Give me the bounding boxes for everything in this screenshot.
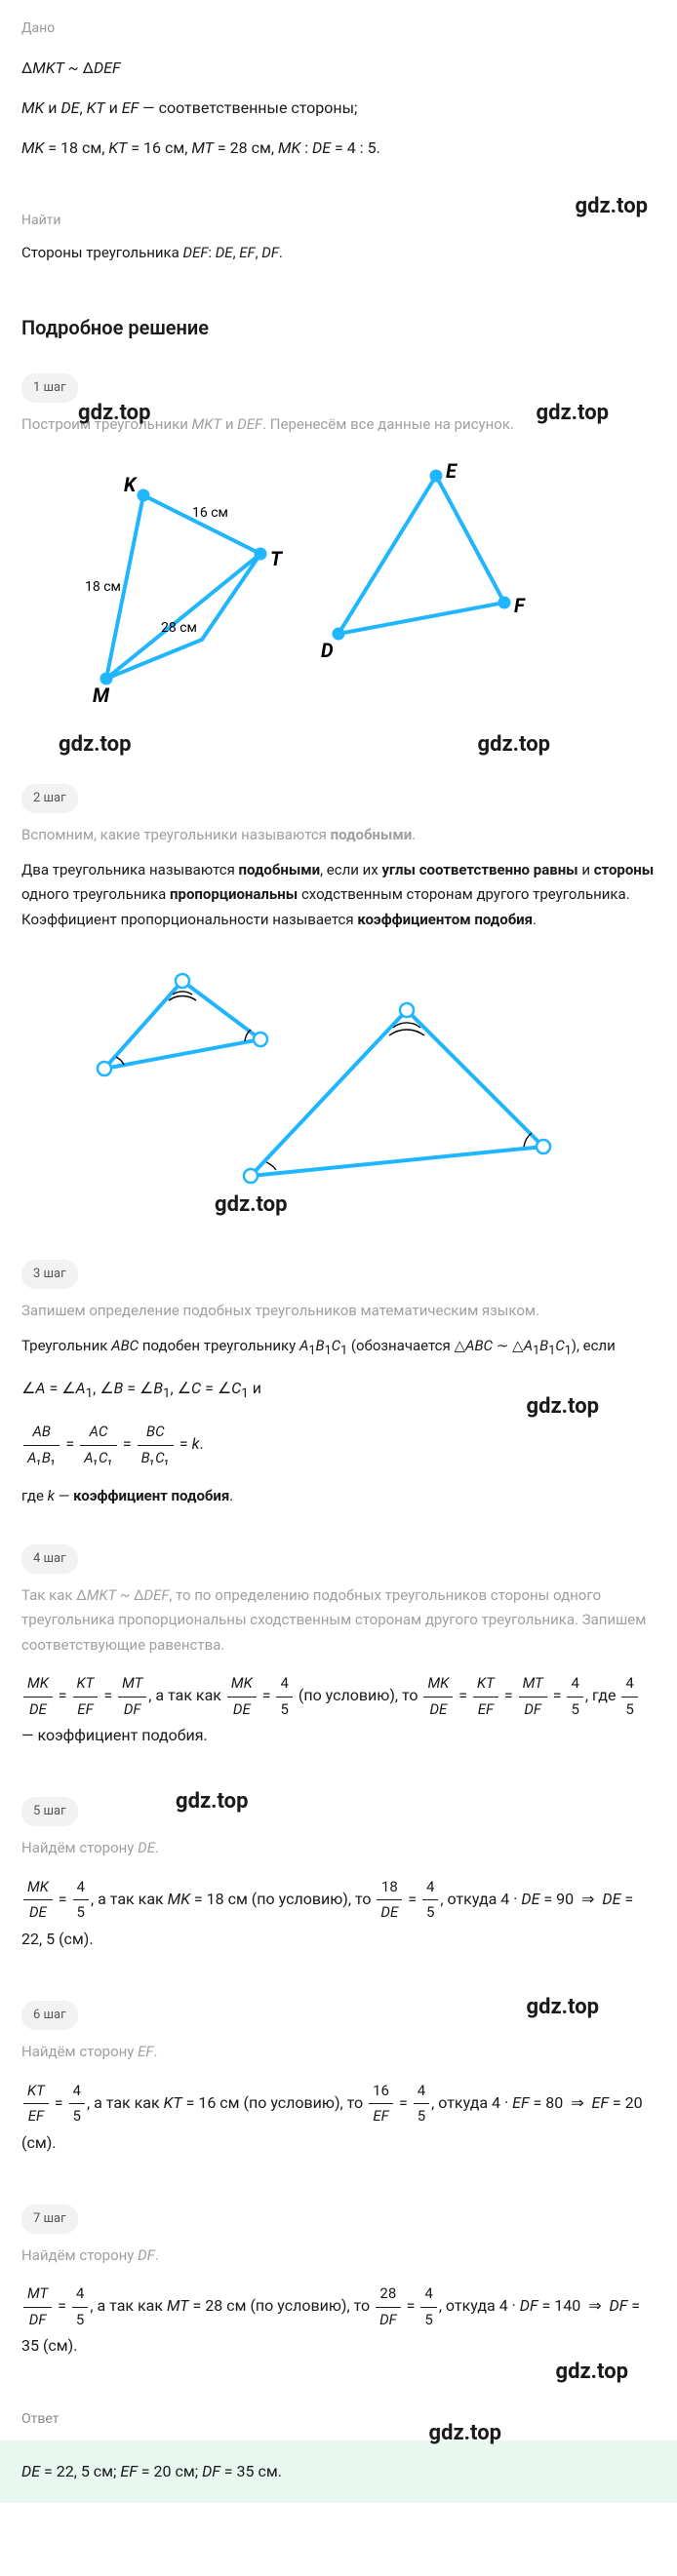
- step3-l3: ABA₁B₁ = ACA₁C₁ = BCB₁C₁ = k.: [21, 1420, 656, 1470]
- answer-box: DE = 22, 5 см; EF = 20 см; DF = 35 см. g…: [0, 2440, 677, 2502]
- svg-text:F: F: [514, 594, 526, 617]
- svg-text:18 см: 18 см: [85, 579, 121, 595]
- svg-text:16 см: 16 см: [192, 505, 228, 521]
- watermark: gdz.top: [478, 726, 550, 762]
- step4: 4 шаг Так как ΔMKT ~ ΔDEF, то по определ…: [0, 1527, 677, 1780]
- watermark: gdz.top: [176, 1783, 248, 1819]
- find-text: Стороны треугольника DEF: DE, EF, DF.: [21, 241, 656, 266]
- step7-eq: MTDF = 45, а так как MT = 28 см (по усло…: [21, 2282, 656, 2359]
- step1-text: Построим треугольники MKT и DEF. Перенес…: [21, 412, 656, 438]
- given-label: Дано: [21, 18, 656, 41]
- step2-badge: 2 шаг: [21, 784, 78, 813]
- watermark: gdz.top: [556, 2354, 628, 2390]
- step3-badge: 3 шаг: [21, 1260, 78, 1289]
- step2-diagram: gdz.top: [21, 946, 656, 1211]
- step2: 2 шаг Вспомним, какие треугольники назыв…: [0, 766, 677, 1242]
- step3-l1: Треугольник ABC подобен треугольнику A1B…: [21, 1334, 656, 1361]
- svg-text:D: D: [321, 639, 334, 662]
- svg-text:28 см: 28 см: [161, 620, 197, 636]
- find-block: Найти Стороны треугольника DEF: DE, EF, …: [0, 192, 677, 283]
- step6: 6 шаг gdz.top Найдём сторону EF. KTEF = …: [0, 1983, 677, 2187]
- step2-intro: Вспомним, какие треугольники называются …: [21, 823, 656, 848]
- step7-intro: Найдём сторону DF.: [21, 2244, 656, 2269]
- step6-eq: KTEF = 45, а так как KT = 16 см (по усло…: [21, 2079, 656, 2156]
- given-line3: MK = 18 см, KT = 16 см, MT = 28 см, MK :…: [21, 135, 656, 161]
- step7-badge: 7 шаг: [21, 2205, 78, 2234]
- svg-text:T: T: [270, 547, 284, 570]
- step4-eq: MKDE = KTEF = MTDF, а так как MKDE = 45 …: [21, 1671, 656, 1748]
- step3-l2: ∠A = ∠A1, ∠B = ∠B1, ∠C = ∠C1 и: [21, 1375, 656, 1406]
- answer-text: DE = 22, 5 см; EF = 20 см; DF = 35 см.: [21, 2462, 282, 2480]
- step3-l4: где k — коэффициент подобия.: [21, 1484, 656, 1509]
- svg-text:K: K: [124, 473, 138, 496]
- solution-heading: Подробное решение: [0, 311, 677, 344]
- step1-badge: 1 шаг: [21, 373, 78, 403]
- step3: 3 шаг Запишем определение подобных треуг…: [0, 1242, 677, 1526]
- given-line1: ΔMKT ~ ΔDEF: [21, 55, 656, 81]
- watermark: gdz.top: [59, 726, 131, 762]
- step1: 1 шаг Построим треугольники MKT и DEF. П…: [0, 356, 677, 767]
- svg-text:M: M: [93, 683, 110, 707]
- step5-badge: 5 шаг: [21, 1797, 78, 1826]
- step7: 7 шаг Найдём сторону DF. MTDF = 45, а та…: [0, 2187, 677, 2391]
- step1-diagram: gdz.top gdz.top K T M 16 см 18 см 28 см: [21, 450, 656, 735]
- step3-intro: Запишем определение подобных треугольник…: [21, 1299, 656, 1324]
- triangles-svg: K T M 16 см 18 см 28 см E F D: [65, 456, 612, 729]
- step6-badge: 6 шаг: [21, 2001, 78, 2030]
- step5-intro: Найдём сторону DE.: [21, 1836, 656, 1861]
- step5: 5 шаг gdz.top Найдём сторону DE. MKDE = …: [0, 1779, 677, 1983]
- answer-label: Ответ: [0, 2408, 677, 2432]
- step4-intro: Так как ΔMKT ~ ΔDEF, то по определению п…: [21, 1583, 656, 1659]
- step5-eq: MKDE = 45, а так как MK = 18 см (по усло…: [21, 1875, 656, 1952]
- given-line2: MK и DE, KT и EF — соответственные сторо…: [21, 95, 656, 121]
- find-label: Найти: [21, 210, 656, 233]
- similar-triangles-svg: [85, 952, 592, 1205]
- given-block: Дано ΔMKT ~ ΔDEF MK и DE, KT и EF — соот…: [0, 0, 677, 192]
- watermark: gdz.top: [527, 1989, 599, 2025]
- step6-intro: Найдём сторону EF.: [21, 2040, 656, 2065]
- step2-rule: Два треугольника называются подобными, е…: [21, 858, 656, 933]
- svg-text:E: E: [446, 459, 458, 483]
- step4-badge: 4 шаг: [21, 1544, 78, 1574]
